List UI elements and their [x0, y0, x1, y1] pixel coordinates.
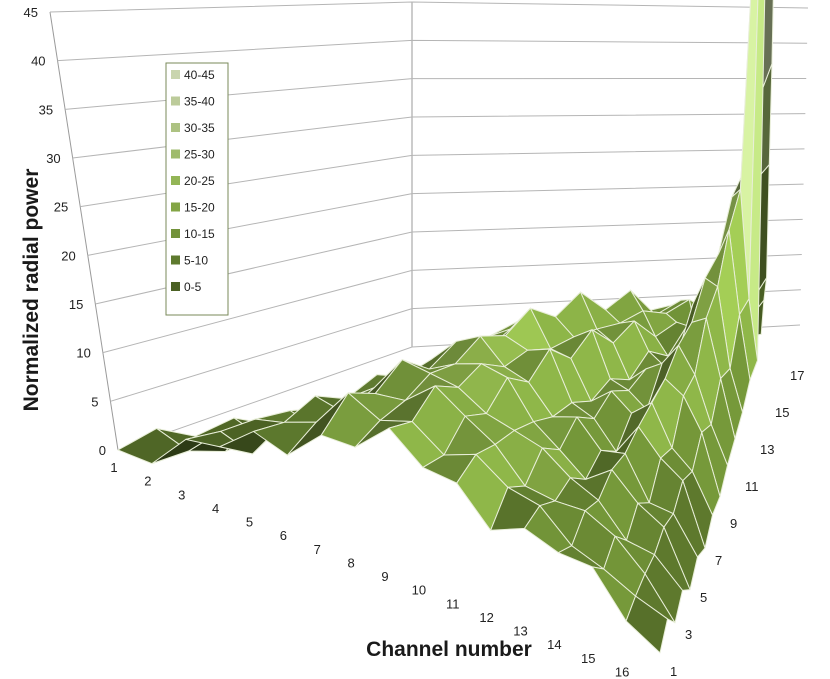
depth-tick-label: 3 — [685, 627, 692, 642]
legend-swatch — [171, 255, 180, 265]
surface-plot — [117, 0, 774, 654]
legend-label: 20-25 — [184, 174, 215, 188]
x-tick-label: 6 — [280, 528, 287, 543]
legend-label: 30-35 — [184, 121, 215, 135]
x-tick-label: 12 — [479, 610, 493, 625]
x-tick-label: 9 — [381, 569, 388, 584]
z-tick-label: 30 — [46, 151, 60, 166]
x-tick-label: 7 — [314, 542, 321, 557]
x-tick-label: 16 — [615, 664, 629, 679]
legend-label: 25-30 — [184, 148, 215, 162]
legend-swatch — [171, 282, 180, 291]
legend-swatch — [171, 123, 180, 132]
depth-tick-label: 11 — [745, 479, 759, 494]
legend-label: 40-45 — [184, 68, 215, 82]
x-axis-title: Channel number — [366, 638, 532, 661]
z-tick-label: 15 — [69, 297, 83, 312]
depth-tick-label: 15 — [775, 405, 789, 420]
y-axis-title: Normalized radial power — [20, 169, 43, 412]
legend-swatch — [171, 202, 180, 212]
legend-swatch — [171, 176, 180, 185]
depth-tick-label: 13 — [760, 442, 774, 457]
z-gridline — [102, 254, 802, 354]
z-tick-label: 40 — [31, 54, 45, 69]
legend-label: 0-5 — [184, 280, 202, 294]
depth-tick-label: 7 — [715, 553, 722, 568]
z-axis-ticks: 0 5 10 15 20 25 30 35 40 45 — [24, 5, 106, 458]
z-tick-label: 45 — [24, 5, 38, 20]
z-tick-label: 20 — [61, 248, 75, 263]
x-tick-label: 1 — [110, 460, 117, 475]
x-tick-label: 5 — [246, 515, 253, 530]
z-tick-label: 35 — [39, 102, 53, 117]
x-tick-label: 4 — [212, 501, 219, 516]
z-tick-label: 5 — [91, 394, 98, 409]
legend-label: 5-10 — [184, 254, 208, 268]
legend-swatch — [171, 149, 180, 159]
depth-tick-label: 5 — [700, 590, 707, 605]
x-tick-label: 14 — [547, 637, 561, 652]
legend-swatch — [171, 70, 180, 79]
legend-swatch — [171, 229, 180, 238]
x-tick-label: 13 — [513, 624, 527, 639]
z-gridline — [49, 1, 809, 13]
legend-label: 15-20 — [184, 201, 215, 215]
x-tick-label: 8 — [348, 555, 355, 570]
x-tick-label: 11 — [446, 596, 460, 611]
legend-label: 35-40 — [184, 95, 215, 109]
z-tick-label: 25 — [54, 200, 68, 215]
z-tick-label: 0 — [99, 443, 106, 458]
x-tick-label: 2 — [144, 474, 151, 489]
z-gridline — [57, 39, 808, 62]
legend-label: 10-15 — [184, 227, 215, 241]
wall-edge — [49, 11, 119, 451]
z-tick-label: 10 — [76, 346, 90, 361]
x-tick-label: 3 — [178, 487, 185, 502]
back-walls — [49, 2, 413, 451]
depth-tick-label: 17 — [790, 368, 804, 383]
z-gridline — [110, 289, 801, 402]
x-tick-label: 15 — [581, 651, 595, 666]
surface-cell — [625, 595, 668, 654]
x-tick-label: 10 — [412, 583, 426, 598]
legend-swatch — [171, 96, 180, 106]
legend: 40-45 35-40 30-35 25-30 20-25 15-20 10-15 5-10 0… — [165, 62, 229, 316]
depth-tick-label: 9 — [730, 516, 737, 531]
x-axis-ticks: 1234567891011121314151617 — [110, 460, 663, 679]
depth-tick-label: 1 — [670, 664, 677, 679]
